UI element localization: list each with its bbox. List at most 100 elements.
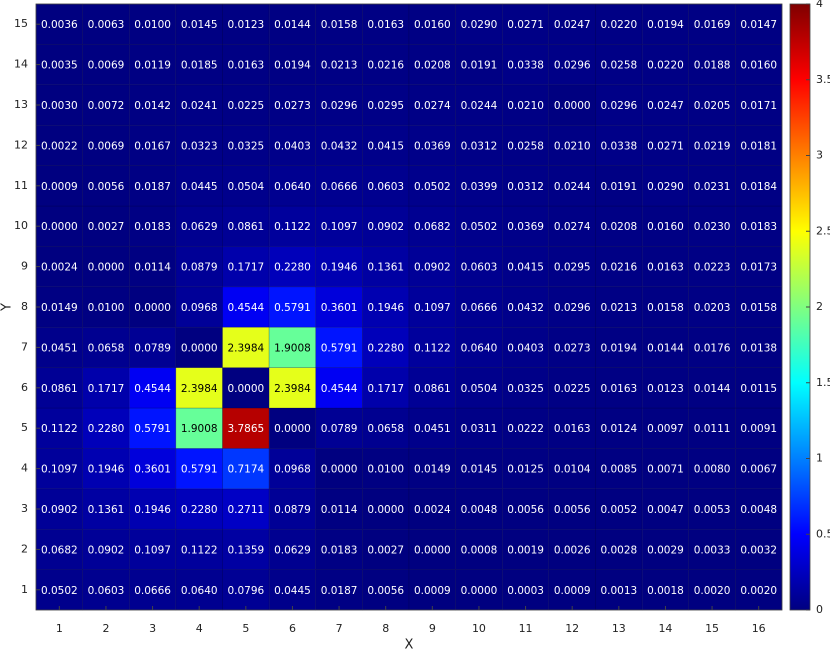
heatmap-cell	[175, 569, 223, 611]
x-tick-label: 6	[289, 622, 296, 635]
heatmap-cell	[548, 205, 596, 247]
cell-label: 0.0183	[134, 221, 171, 233]
cell-label: 0.0169	[694, 19, 731, 31]
heatmap-cell	[82, 326, 130, 368]
cell-label: 0.0145	[461, 464, 498, 476]
cell-label: 0.0163	[600, 383, 637, 395]
cell-label: 0.0056	[507, 504, 544, 516]
cell-label: 0.0144	[647, 342, 684, 354]
cell-label: 0.0231	[694, 181, 731, 193]
cell-label: 0.0100	[367, 464, 404, 476]
heatmap-cell	[222, 407, 270, 449]
heatmap-cell	[362, 44, 410, 86]
cell-label: 0.0020	[740, 585, 777, 597]
x-tick-label: 10	[472, 622, 486, 635]
cell-label: 0.0024	[41, 262, 78, 274]
cell-label: 0.0188	[694, 60, 731, 72]
heatmap-cell	[222, 528, 270, 570]
heatmap-cell	[688, 407, 736, 449]
heatmap-cell	[735, 286, 783, 328]
colorbar-tick-label: 2	[816, 300, 823, 313]
cell-label: 0.0018	[647, 585, 684, 597]
cell-label: 0.0338	[600, 140, 637, 152]
heatmap-cell	[315, 326, 363, 368]
cell-label: 0.0338	[507, 60, 544, 72]
y-tick-label: 13	[14, 98, 28, 111]
cell-label: 0.0191	[461, 60, 498, 72]
cell-label: 0.0399	[461, 181, 498, 193]
x-tick-label: 3	[149, 622, 156, 635]
heatmap-cell	[408, 488, 456, 530]
cell-label: 0.1717	[227, 262, 264, 274]
cell-label: 0.0160	[647, 221, 684, 233]
heatmap-cell	[82, 407, 130, 449]
heatmap-cell	[82, 488, 130, 530]
cell-label: 0.0902	[414, 262, 451, 274]
cell-label: 0.0000	[367, 504, 404, 516]
cell-label: 0.0258	[600, 60, 637, 72]
heatmap-cell	[548, 44, 596, 86]
cell-label: 0.0203	[694, 302, 731, 314]
cell-label: 0.0629	[181, 221, 218, 233]
heatmap-cell	[595, 488, 643, 530]
heatmap-cell	[501, 448, 550, 490]
heatmap-cell	[82, 3, 130, 45]
cell-label: 0.0902	[88, 544, 125, 556]
heatmap-cell	[455, 488, 503, 530]
heatmap-cell	[175, 407, 223, 449]
cell-label: 0.0104	[554, 464, 591, 476]
cell-label: 0.0244	[554, 181, 591, 193]
cell-label: 0.0069	[88, 140, 125, 152]
x-tick-label: 2	[102, 622, 109, 635]
cell-label: 0.1097	[134, 544, 171, 556]
cell-label: 0.0163	[647, 262, 684, 274]
cell-label: 0.0968	[274, 464, 311, 476]
heatmap-cell	[641, 205, 690, 247]
heatmap-cell	[735, 326, 783, 368]
heatmap-cell	[688, 367, 736, 409]
cell-label: 0.0789	[134, 342, 171, 354]
heatmap-cell	[455, 124, 503, 166]
cell-label: 0.0173	[740, 262, 777, 274]
cell-label: 0.0097	[647, 423, 684, 435]
y-tick-label: 9	[21, 260, 28, 273]
x-axis-title: X	[405, 638, 414, 651]
cell-label: 0.0009	[414, 585, 451, 597]
cell-label: 0.0000	[414, 544, 451, 556]
heatmap-cell	[35, 3, 83, 45]
cell-label: 0.1097	[41, 464, 78, 476]
cell-label: 0.0225	[227, 100, 264, 112]
cell-label: 0.1122	[414, 342, 451, 354]
heatmap-cell	[501, 528, 550, 570]
cell-label: 0.0210	[554, 140, 591, 152]
heatmap-cell	[595, 205, 643, 247]
cell-label: 0.0325	[507, 383, 544, 395]
cell-label: 0.0902	[41, 504, 78, 516]
cell-label: 0.0163	[227, 60, 264, 72]
heatmap-cell	[128, 286, 177, 328]
cell-label: 0.0163	[367, 19, 404, 31]
heatmap-cell	[641, 367, 690, 409]
cell-label: 0.0290	[461, 19, 498, 31]
heatmap-cell	[35, 124, 83, 166]
cell-label: 0.0022	[41, 140, 78, 152]
cell-label: 0.0271	[647, 140, 684, 152]
cell-label: 0.0312	[507, 181, 544, 193]
heatmap-cell	[501, 124, 550, 166]
heatmap-cell	[548, 448, 596, 490]
heatmap-cell	[268, 569, 317, 611]
cell-label: 0.0056	[367, 585, 404, 597]
cell-label: 0.0071	[647, 464, 684, 476]
cell-label: 0.0210	[507, 100, 544, 112]
cell-label: 0.0208	[600, 221, 637, 233]
cell-label: 0.4544	[227, 302, 264, 314]
cell-label: 0.0029	[647, 544, 684, 556]
heatmap-cell	[128, 44, 177, 86]
cell-label: 0.0000	[227, 383, 264, 395]
y-tick-label: 1	[21, 583, 28, 596]
cell-label: 0.2280	[274, 262, 311, 274]
heatmap-cell	[128, 165, 177, 207]
cell-label: 0.0216	[600, 262, 637, 274]
cell-label: 0.4544	[134, 383, 171, 395]
cell-label: 0.0026	[554, 544, 591, 556]
